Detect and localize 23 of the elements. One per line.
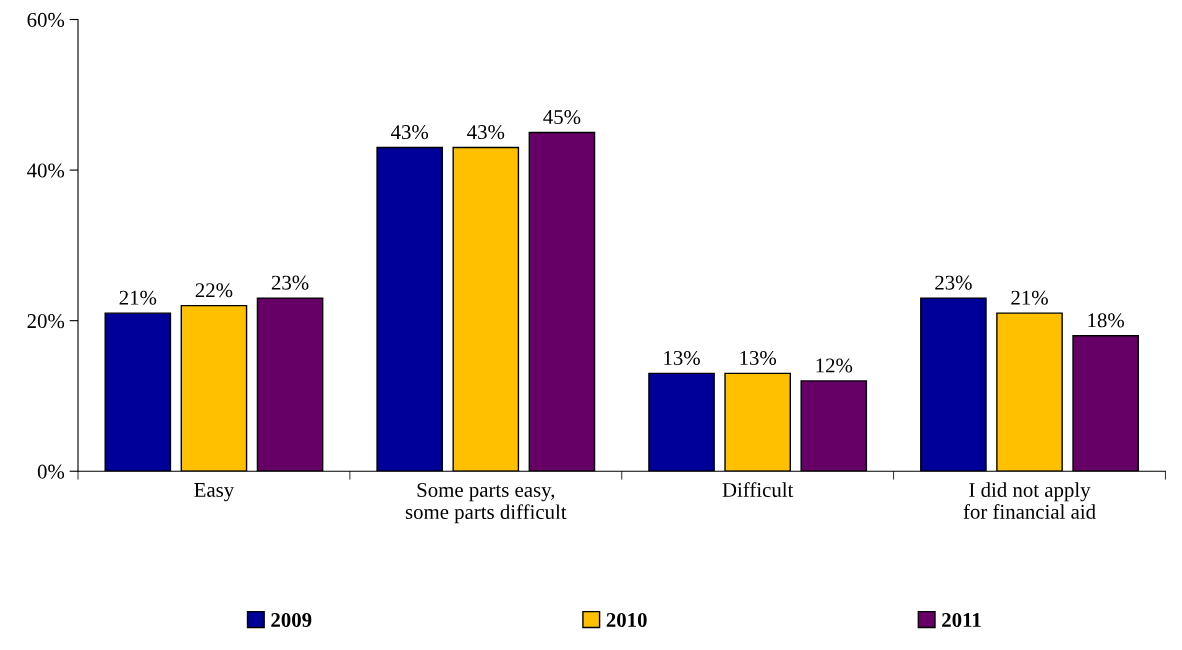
data-label: 22% bbox=[195, 283, 233, 298]
legend-label: 2010 bbox=[606, 612, 647, 628]
legend-label: 2011 bbox=[942, 612, 981, 628]
x-tick-label: Some parts easy, some parts difficult bbox=[405, 482, 567, 524]
y-tick-label: 0% bbox=[37, 464, 65, 479]
data-label: 43% bbox=[390, 125, 429, 140]
data-label: 43% bbox=[467, 125, 505, 140]
x-tick-label: I did not apply for financial aid bbox=[963, 482, 1096, 519]
y-tick-label: 20% bbox=[27, 314, 65, 329]
legend-label: 2009 bbox=[271, 612, 312, 628]
data-label: 13% bbox=[740, 350, 777, 366]
data-label: 23% bbox=[271, 275, 309, 290]
data-label: 21% bbox=[1011, 290, 1048, 305]
data-label: 12% bbox=[816, 358, 853, 373]
data-label: 18% bbox=[1088, 313, 1125, 328]
x-tick-label: Difficult bbox=[722, 482, 794, 498]
data-label: 23% bbox=[935, 275, 972, 290]
y-tick-label: 40% bbox=[27, 163, 65, 178]
data-label: 45% bbox=[543, 109, 581, 125]
data-label: 21% bbox=[119, 290, 157, 305]
y-tick-label: 60% bbox=[27, 12, 65, 27]
x-tick-label: Easy bbox=[194, 483, 235, 502]
data-label: 13% bbox=[664, 350, 700, 366]
